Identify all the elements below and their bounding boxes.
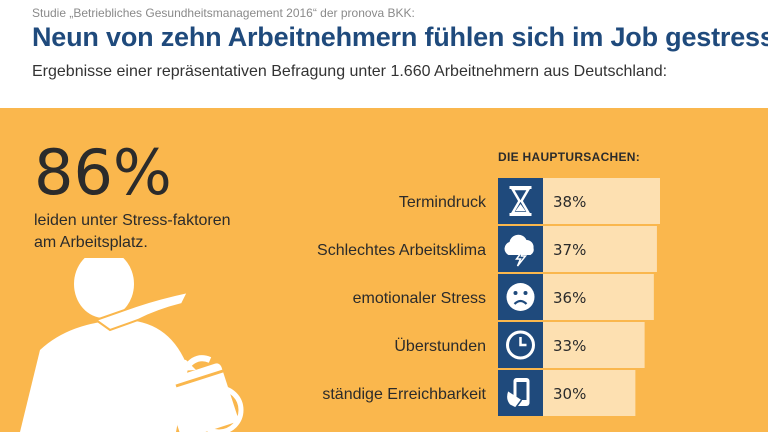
storm-cloud-icon xyxy=(504,234,534,267)
bar xyxy=(543,370,636,416)
page-title: Neun von zehn Arbeitnehmern fühlen sich … xyxy=(32,22,768,52)
worker-tie xyxy=(93,290,190,332)
source-line: Studie „Betriebliches Gesundheitsmanagem… xyxy=(32,6,415,20)
chart-title: DIE HAUPTURSACHEN: xyxy=(498,150,641,164)
value-label: 33% xyxy=(553,337,586,355)
bar xyxy=(543,226,657,272)
value-label: 30% xyxy=(553,385,586,403)
smartphone-icon xyxy=(505,378,530,409)
value-label: 36% xyxy=(553,289,586,307)
category-label: Schlechtes Arbeitsklima xyxy=(317,242,486,259)
highlight-description: leiden unter Stress-faktoren am Arbeitsp… xyxy=(34,212,231,251)
category-label: ständige Erreichbarkeit xyxy=(322,386,486,403)
category-label: emotionaler Stress xyxy=(353,290,486,307)
bar xyxy=(543,274,654,320)
stressed-worker-illustration xyxy=(20,258,244,432)
category-label: Termindruck xyxy=(399,194,487,211)
bar xyxy=(543,178,660,224)
value-label: 38% xyxy=(553,193,586,211)
hourglass-icon xyxy=(509,186,532,216)
value-label: 37% xyxy=(553,241,586,259)
clock-icon xyxy=(506,330,535,360)
worker-head xyxy=(74,258,134,318)
worker-arm xyxy=(150,354,196,372)
category-label: Überstunden xyxy=(394,337,486,355)
clock-icon xyxy=(194,385,244,432)
worker-body xyxy=(20,320,188,432)
sad-face-icon xyxy=(506,283,535,311)
clock-hands xyxy=(217,396,230,413)
bar xyxy=(543,322,645,368)
header: Studie „Betriebliches Gesundheitsmanagem… xyxy=(0,0,768,108)
highlight-value: 86% xyxy=(34,136,172,209)
page-subtitle: Ergebnisse einer repräsentativen Befragu… xyxy=(32,63,668,80)
